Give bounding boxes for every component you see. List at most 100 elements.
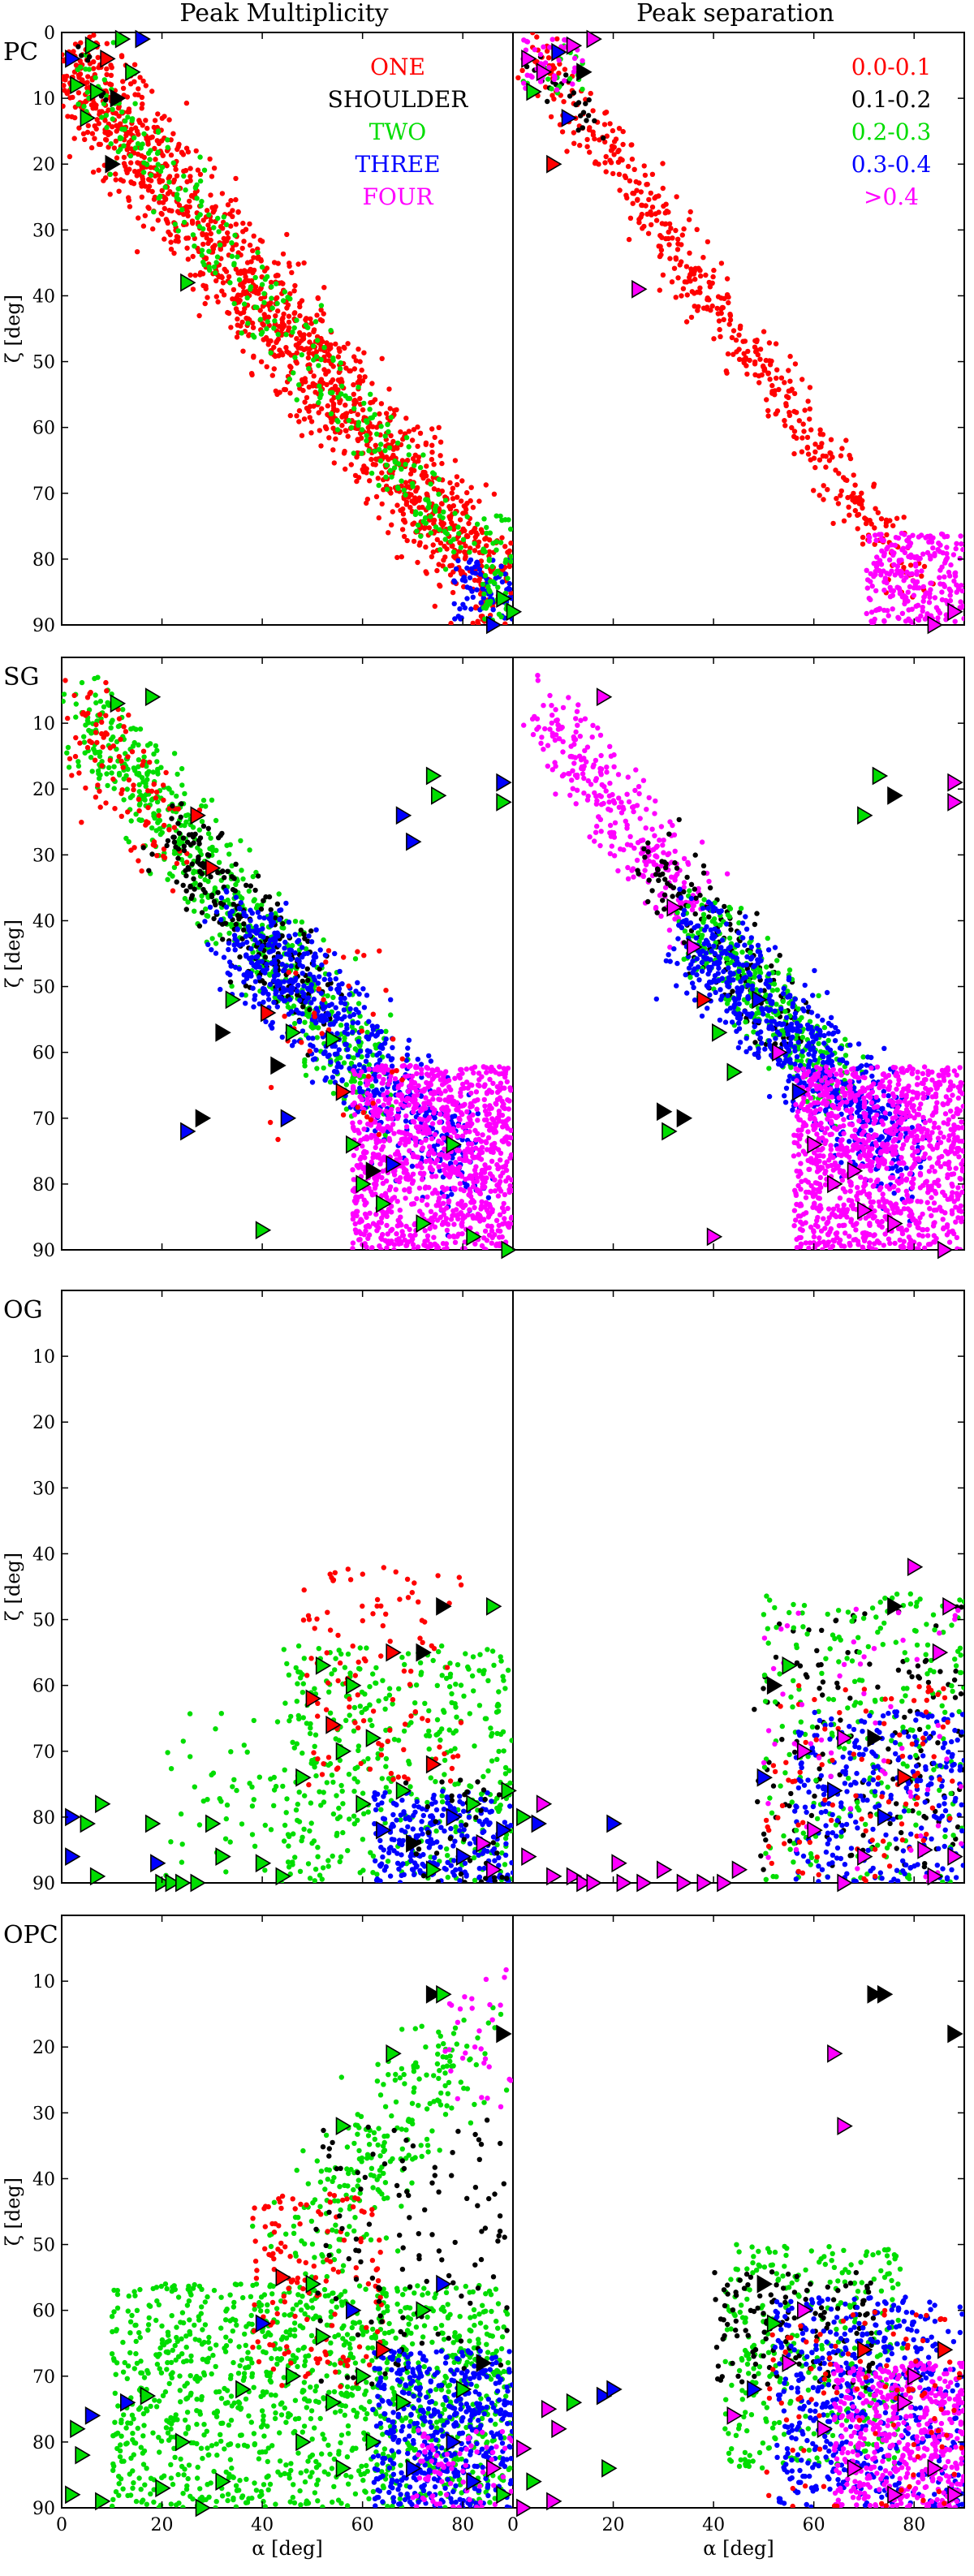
data-point: [321, 937, 326, 943]
triangle-marker: [125, 62, 141, 82]
data-point: [657, 243, 663, 249]
data-point: [374, 1023, 380, 1030]
data-point: [184, 245, 190, 251]
data-point: [711, 267, 717, 274]
data-point: [428, 514, 433, 519]
data-point: [743, 356, 749, 362]
data-point: [541, 44, 546, 50]
data-point: [308, 430, 314, 436]
data-point: [399, 478, 404, 484]
data-point: [239, 245, 245, 252]
data-point: [304, 950, 311, 956]
data-point: [487, 588, 493, 595]
data-point: [485, 603, 490, 609]
data-point: [85, 710, 91, 717]
data-point: [252, 274, 258, 281]
data-point: [499, 579, 506, 585]
data-point: [365, 1036, 372, 1042]
data-point: [466, 559, 472, 565]
data-point: [393, 1187, 399, 1192]
data-point: [687, 250, 692, 256]
data-point: [878, 532, 884, 537]
data-point: [429, 554, 435, 560]
data-point: [436, 1199, 442, 1204]
data-point: [192, 185, 199, 191]
data-point: [250, 325, 256, 330]
data-point: [407, 1186, 412, 1191]
data-point: [62, 698, 66, 704]
data-point: [396, 461, 402, 467]
data-point: [154, 759, 160, 765]
data-point: [62, 103, 66, 109]
data-point: [455, 558, 461, 564]
data-point: [468, 606, 474, 612]
data-point: [485, 1195, 492, 1200]
data-point: [644, 211, 650, 218]
data-point: [424, 1109, 429, 1115]
data-point: [370, 1052, 376, 1058]
data-point: [355, 980, 360, 986]
data-point: [226, 930, 232, 937]
data-point: [905, 589, 912, 595]
data-point: [342, 995, 347, 1002]
data-point: [451, 601, 457, 607]
data-point: [322, 1049, 328, 1055]
data-point: [667, 256, 673, 261]
data-point: [136, 742, 141, 747]
data-point: [620, 141, 626, 148]
data-point: [88, 689, 93, 696]
data-point: [399, 466, 404, 472]
data-point: [119, 127, 125, 132]
data-point: [137, 800, 143, 807]
data-point: [399, 527, 406, 532]
data-point: [207, 156, 213, 162]
data-point: [144, 743, 151, 748]
data-point: [656, 193, 662, 199]
data-point: [209, 947, 214, 953]
data-point: [322, 424, 329, 430]
data-point: [136, 789, 142, 795]
data-point: [154, 150, 161, 157]
data-point: [160, 782, 166, 788]
data-point: [174, 793, 179, 799]
data-point: [176, 830, 183, 836]
data-point: [321, 1013, 327, 1019]
data-point: [782, 380, 787, 386]
data-point: [447, 1161, 454, 1166]
data-point: [761, 329, 767, 334]
data-point: [876, 606, 882, 613]
data-point: [382, 1096, 389, 1102]
data-point: [610, 127, 616, 134]
data-point: [226, 959, 233, 965]
data-point: [108, 72, 114, 79]
data-point: [90, 169, 97, 175]
data-point: [295, 939, 300, 945]
data-point: [171, 851, 178, 856]
data-point: [136, 169, 141, 174]
data-point: [899, 573, 904, 579]
data-point: [314, 338, 321, 343]
data-point: [584, 144, 590, 149]
data-point: [359, 427, 365, 433]
data-point: [123, 729, 129, 734]
data-point: [308, 1000, 314, 1006]
data-point: [191, 870, 196, 876]
data-point: [128, 179, 134, 185]
data-point: [638, 214, 644, 220]
data-point: [321, 1065, 326, 1071]
data-point: [363, 1058, 369, 1064]
data-point: [554, 87, 560, 93]
data-point: [384, 486, 390, 493]
data-point: [407, 1148, 412, 1154]
data-point: [357, 1049, 364, 1054]
data-point: [197, 212, 203, 218]
data-point: [97, 753, 103, 760]
data-point: [290, 330, 295, 335]
dot-layer: [62, 32, 513, 625]
data-point: [233, 175, 239, 182]
data-point: [419, 1070, 425, 1077]
data-point: [603, 169, 609, 174]
data-point: [464, 565, 470, 571]
data-point: [237, 906, 243, 911]
triangle-marker: [551, 42, 567, 62]
